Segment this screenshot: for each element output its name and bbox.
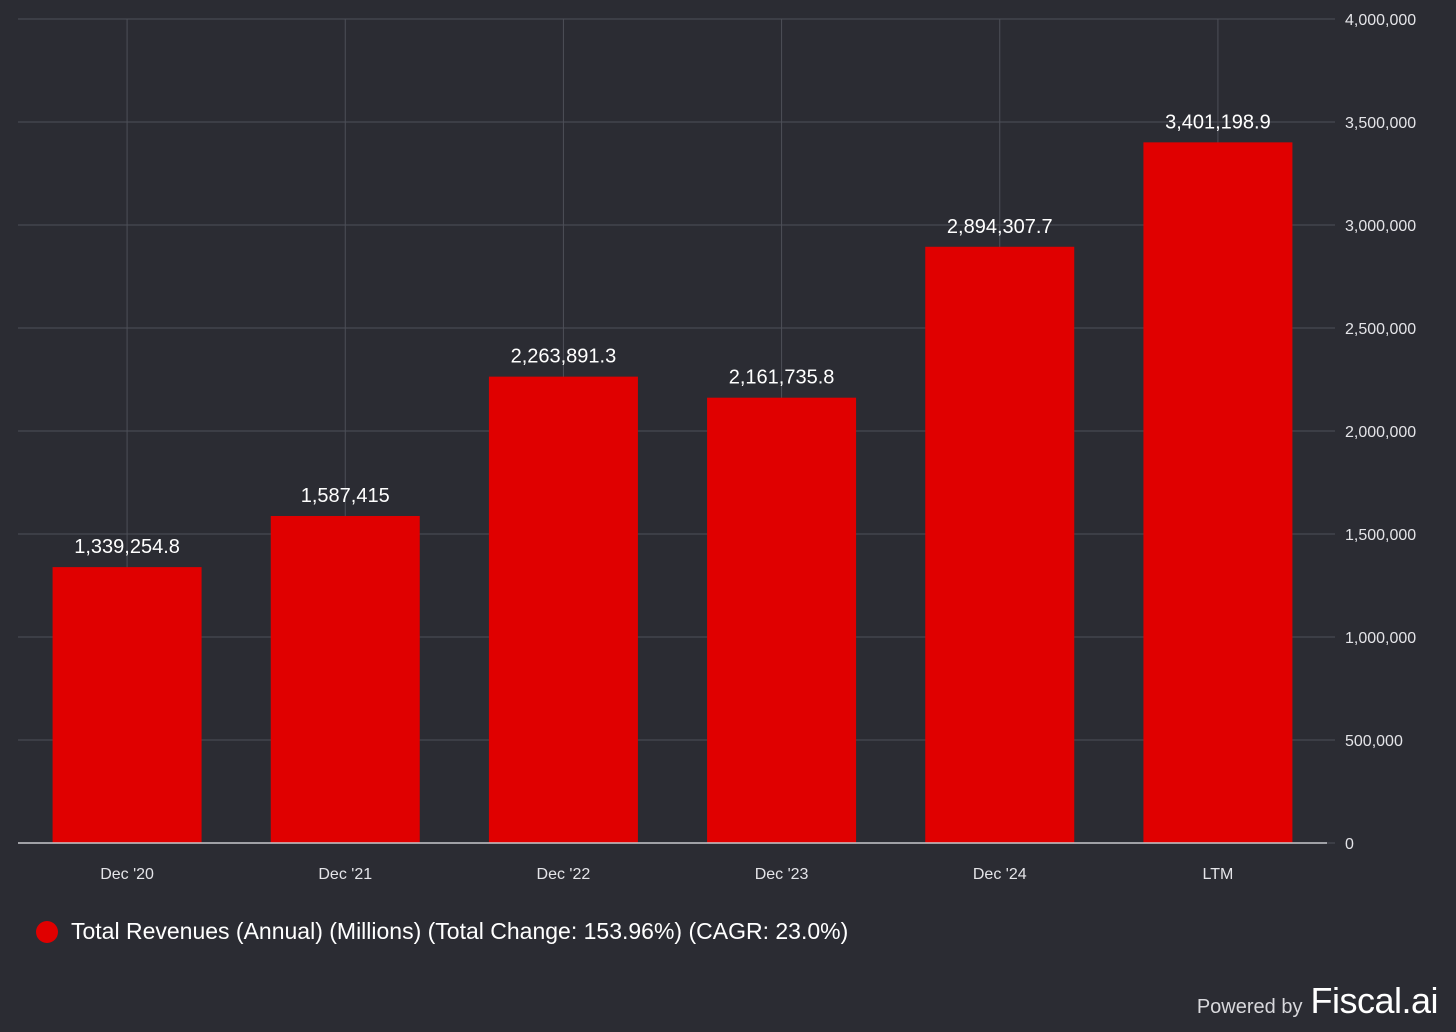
bar-value-label: 1,339,254.8 [74, 536, 180, 558]
y-tick-label: 1,500,000 [1345, 527, 1416, 544]
branding: Powered by Fiscal.ai [1196, 980, 1439, 1022]
x-tick-label: Dec '23 [755, 866, 809, 883]
bar [270, 515, 420, 843]
bar-value-label: 1,587,415 [301, 485, 390, 507]
y-tick-label: 3,000,000 [1345, 218, 1416, 235]
revenue-bar-chart: 0 500,000 1,000,000 1,500,000 2,000,000 2,500… [18, 12, 1416, 883]
bar-value-label: 3,401,198.9 [1165, 111, 1271, 133]
y-tick-label: 4,000,000 [1345, 12, 1416, 29]
y-tick-label: 3,500,000 [1345, 115, 1416, 132]
x-tick-label: Dec '21 [318, 866, 372, 883]
bar [707, 397, 857, 843]
y-tick-label: 0 [1345, 836, 1354, 853]
bar-value-label: 2,161,735.8 [729, 367, 835, 389]
x-tick-label: Dec '22 [537, 866, 591, 883]
legend-marker [36, 920, 58, 943]
bar-value-label: 2,894,307.7 [947, 216, 1053, 238]
y-tick-label: 1,000,000 [1345, 630, 1416, 647]
y-tick-label: 2,500,000 [1345, 321, 1416, 338]
bar [1143, 142, 1293, 843]
bar-value-label: 2,263,891.3 [511, 346, 617, 368]
y-tick-label: 2,000,000 [1345, 424, 1416, 441]
bar [52, 567, 202, 843]
y-tick-label: 500,000 [1345, 733, 1403, 750]
bar [488, 376, 638, 843]
x-tick-label: Dec '20 [100, 866, 154, 883]
powered-by-text: Powered by [1196, 996, 1303, 1018]
brand-logo: Fiscal.ai [1310, 980, 1438, 1021]
legend-label: Total Revenues (Annual) (Millions) (Tota… [71, 918, 849, 944]
chart-legend[interactable]: Total Revenues (Annual) (Millions) (Tota… [36, 918, 848, 945]
x-tick-label: Dec '24 [973, 866, 1027, 883]
bar [925, 246, 1075, 844]
x-tick-label: LTM [1203, 866, 1234, 883]
